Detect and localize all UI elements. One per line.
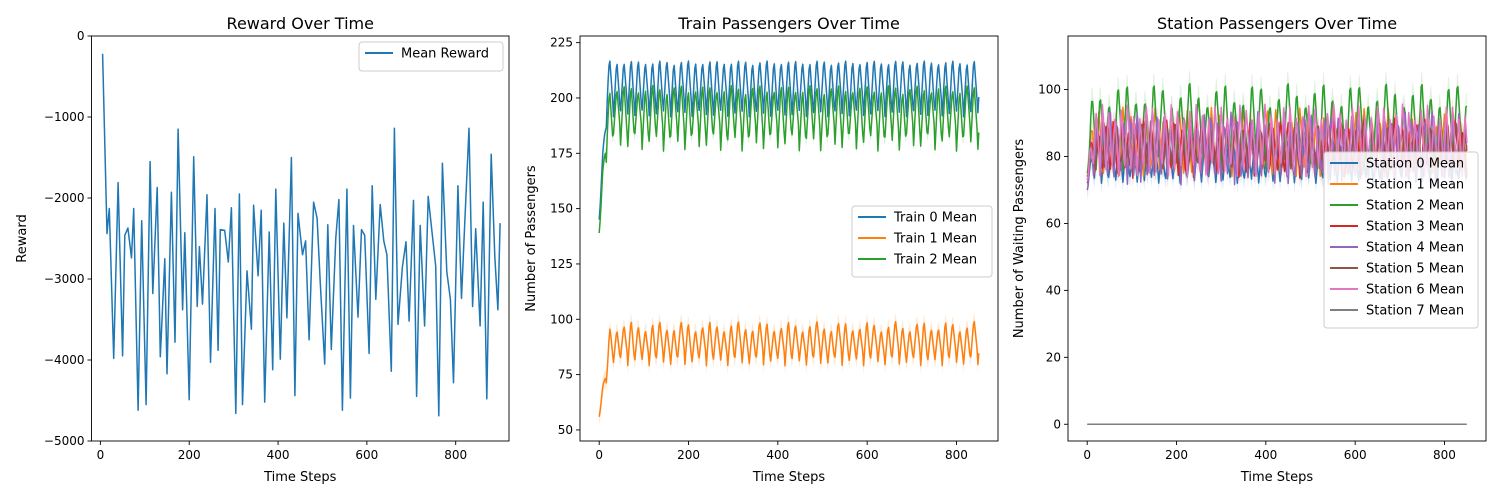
y-tick-label: 100	[1038, 83, 1061, 97]
series-line-station-6	[1086, 103, 1468, 181]
axes-frame	[579, 35, 999, 442]
y-tick-label: 75	[558, 368, 573, 382]
x-tick-label: 800	[945, 448, 968, 462]
y-tick-label: 125	[550, 257, 573, 271]
plot-area	[101, 53, 501, 417]
axes-frame	[91, 35, 510, 442]
y-tick-label: −5000	[44, 434, 85, 448]
x-tick-label: 200	[677, 448, 700, 462]
y-tick-label: 100	[550, 312, 573, 326]
x-tick-label: 800	[444, 448, 467, 462]
legend-label: Station 6 Mean	[1366, 283, 1464, 298]
y-tick-label: −4000	[44, 353, 85, 367]
legend-box	[358, 41, 504, 72]
series-line-train-1	[598, 320, 980, 417]
y-axis-label: Number of Passengers	[524, 165, 539, 312]
y-tick-label: 50	[558, 423, 573, 437]
y-axis-label: Number of Waiting Passengers	[1012, 139, 1027, 339]
legend-box	[1323, 151, 1479, 329]
y-axis-label: Reward	[15, 214, 30, 262]
legend-label: Station 2 Mean	[1366, 199, 1464, 214]
x-tick-label: 600	[856, 448, 879, 462]
x-tick-label: 600	[1344, 448, 1367, 462]
x-axis-label: Time Steps	[752, 470, 826, 485]
legend-label: Train 0 Mean	[893, 211, 977, 226]
chart-panel-3: 0 200 400 600 800 0 20 40 60 80 100 Station Passeng…	[1012, 14, 1487, 485]
x-tick-label: 400	[267, 448, 290, 462]
y-tick-label: 60	[1046, 216, 1061, 230]
legend-label: Mean Reward	[401, 47, 489, 62]
x-tick-label: 600	[355, 448, 378, 462]
series-line-mean-reward	[101, 53, 501, 417]
series-line-train-0	[598, 60, 980, 220]
legend: Station 0 Mean Station 1 Mean Station 2 Me…	[1323, 151, 1479, 329]
x-tick-label: 0	[97, 448, 105, 462]
y-tick-label: 0	[77, 29, 85, 43]
y-tick-label: 40	[1046, 283, 1061, 297]
x-axis-label: Time Steps	[1240, 470, 1314, 485]
chart-panel-1: 0 200 400 600 800 −5000 −4000 −3000 −2000 −1000 0 R…	[15, 14, 510, 485]
x-tick-label: 200	[1165, 448, 1188, 462]
legend-label: Station 3 Mean	[1366, 220, 1464, 235]
chart-title: Reward Over Time	[227, 14, 374, 33]
x-tick-label: 0	[1083, 448, 1091, 462]
x-axis-label: Time Steps	[263, 470, 337, 485]
y-tick-label: −3000	[44, 272, 85, 286]
legend-label: Train 1 Mean	[893, 232, 977, 247]
y-tick-label: −1000	[44, 110, 85, 124]
legend-label: Station 0 Mean	[1366, 157, 1464, 172]
y-tick-label: 0	[1053, 417, 1061, 431]
y-tick-label: 80	[1046, 149, 1061, 163]
legend-label: Station 4 Mean	[1366, 241, 1464, 256]
legend-label: Station 7 Mean	[1366, 304, 1464, 319]
series-line-train-2	[598, 84, 980, 234]
y-tick-label: 20	[1046, 350, 1061, 364]
legend-label: Station 1 Mean	[1366, 178, 1464, 193]
y-tick-label: 175	[550, 146, 573, 160]
x-tick-label: 0	[595, 448, 603, 462]
y-tick-label: 150	[550, 202, 573, 216]
x-tick-label: 200	[178, 448, 201, 462]
chart-title: Station Passengers Over Time	[1157, 14, 1397, 33]
y-tick-label: 200	[550, 91, 573, 105]
legend: Train 0 Mean Train 1 Mean Train 2 Mean	[851, 205, 993, 278]
x-tick-label: 400	[1254, 448, 1277, 462]
chart-title: Train Passengers Over Time	[677, 14, 900, 33]
chart-panel-2: 0 200 400 600 800 50 75 100 125 150 175 200 225 Train…	[524, 14, 999, 485]
y-tick-label: −2000	[44, 191, 85, 205]
x-tick-label: 400	[766, 448, 789, 462]
legend-label: Station 5 Mean	[1366, 262, 1464, 277]
legend-label: Train 2 Mean	[893, 253, 977, 268]
x-tick-label: 800	[1433, 448, 1456, 462]
y-tick-label: 225	[550, 36, 573, 50]
plot-area	[598, 57, 980, 426]
legend-box	[851, 205, 993, 278]
axes-frame	[1067, 35, 1487, 442]
legend: Mean Reward	[358, 41, 504, 72]
